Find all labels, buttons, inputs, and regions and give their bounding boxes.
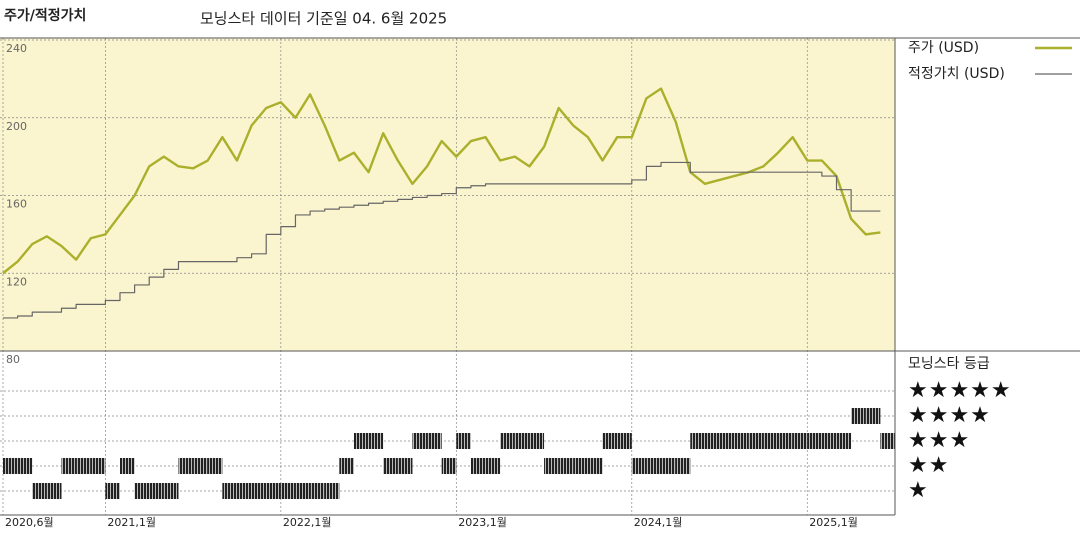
rating-bar bbox=[17, 458, 33, 474]
rating-bar bbox=[646, 458, 662, 474]
y-tick-label: 240 bbox=[6, 42, 27, 55]
rating-bar bbox=[514, 433, 530, 449]
rating-bar bbox=[807, 433, 822, 449]
rating-bar bbox=[324, 483, 340, 499]
rating-bar bbox=[134, 483, 150, 499]
rating-bar bbox=[675, 458, 691, 474]
rating-bar bbox=[3, 458, 18, 474]
rating-label: ★★★★★ bbox=[908, 378, 1012, 403]
rating-bar bbox=[280, 483, 296, 499]
rating-bar bbox=[617, 433, 632, 449]
rating-label: ★★★ bbox=[908, 428, 970, 453]
rating-bar bbox=[119, 458, 135, 474]
rating-bar bbox=[631, 458, 647, 474]
legend-label: 주가 (USD) bbox=[908, 40, 979, 56]
rating-bar bbox=[149, 483, 164, 499]
rating-bar bbox=[222, 483, 237, 499]
rating-bar bbox=[46, 483, 62, 499]
rating-bar bbox=[661, 458, 676, 474]
rating-label: ★★ bbox=[908, 453, 949, 478]
rating-bar bbox=[32, 483, 47, 499]
rating-bar bbox=[792, 433, 808, 449]
y-tick-label: 160 bbox=[6, 198, 27, 211]
rating-bar bbox=[748, 433, 764, 449]
rating-bar bbox=[251, 483, 267, 499]
rating-bar bbox=[456, 433, 471, 449]
rating-bar bbox=[763, 433, 779, 449]
rating-bar bbox=[704, 433, 720, 449]
rating-bar bbox=[529, 433, 545, 449]
rating-bar bbox=[427, 433, 442, 449]
rating-bar bbox=[851, 408, 866, 424]
rating-bar bbox=[383, 458, 398, 474]
rating-bar bbox=[310, 483, 325, 499]
subtitle: 모닝스타 데이터 기준일 04. 6월 2025 bbox=[200, 10, 447, 28]
chart-title: 주가/적정가치 bbox=[4, 7, 86, 24]
rating-bar bbox=[485, 458, 501, 474]
rating-label: ★ bbox=[908, 478, 929, 503]
rating-bar bbox=[734, 433, 749, 449]
rating-bar bbox=[602, 433, 618, 449]
x-tick-label: 2023,1월 bbox=[458, 516, 507, 529]
x-tick-label: 2025,1월 bbox=[809, 516, 858, 529]
series-line bbox=[3, 161, 881, 319]
rating-bar bbox=[266, 483, 281, 499]
rating-bar bbox=[236, 483, 252, 499]
rating-bar bbox=[295, 483, 311, 499]
plot-background bbox=[0, 38, 895, 351]
y-tick-label: 120 bbox=[6, 275, 27, 288]
rating-bar bbox=[90, 458, 106, 474]
rating-bar bbox=[178, 458, 194, 474]
rating-bar bbox=[836, 433, 852, 449]
x-tick-label: 2024,1월 bbox=[634, 516, 683, 529]
rating-bar bbox=[719, 433, 735, 449]
rating-bar bbox=[544, 458, 559, 474]
x-tick-label: 2022,1월 bbox=[283, 516, 332, 529]
rating-bar bbox=[573, 458, 588, 474]
rating-bar bbox=[500, 433, 515, 449]
rating-bar bbox=[193, 458, 208, 474]
legend-label: 적정가치 (USD) bbox=[908, 66, 1005, 82]
rating-bar bbox=[61, 458, 77, 474]
rating-title: 모닝스타 등급 bbox=[908, 356, 990, 372]
rating-bar bbox=[353, 433, 369, 449]
series-line bbox=[2, 87, 881, 275]
rating-bar bbox=[397, 458, 413, 474]
rating-bar bbox=[778, 433, 793, 449]
rating-label: ★★★★ bbox=[908, 403, 991, 428]
rating-bar bbox=[76, 458, 91, 474]
rating-bar bbox=[207, 458, 223, 474]
rating-bar bbox=[865, 408, 881, 424]
rating-bar bbox=[558, 458, 574, 474]
rating-bar bbox=[821, 433, 837, 449]
rating-bar bbox=[690, 433, 705, 449]
rating-bar bbox=[412, 433, 428, 449]
y-tick-label: 200 bbox=[6, 120, 27, 133]
rating-bar bbox=[587, 458, 603, 474]
rating-bar bbox=[339, 458, 354, 474]
rating-bar bbox=[441, 458, 457, 474]
x-tick-label: 2021,1월 bbox=[107, 516, 156, 529]
x-tick-label: 2020,6월 bbox=[5, 516, 54, 529]
rating-bar bbox=[470, 458, 486, 474]
y-tick-label: 80 bbox=[6, 353, 20, 366]
rating-bar bbox=[105, 483, 120, 499]
rating-bar bbox=[368, 433, 384, 449]
rating-bar bbox=[163, 483, 179, 499]
rating-bar bbox=[880, 433, 895, 449]
